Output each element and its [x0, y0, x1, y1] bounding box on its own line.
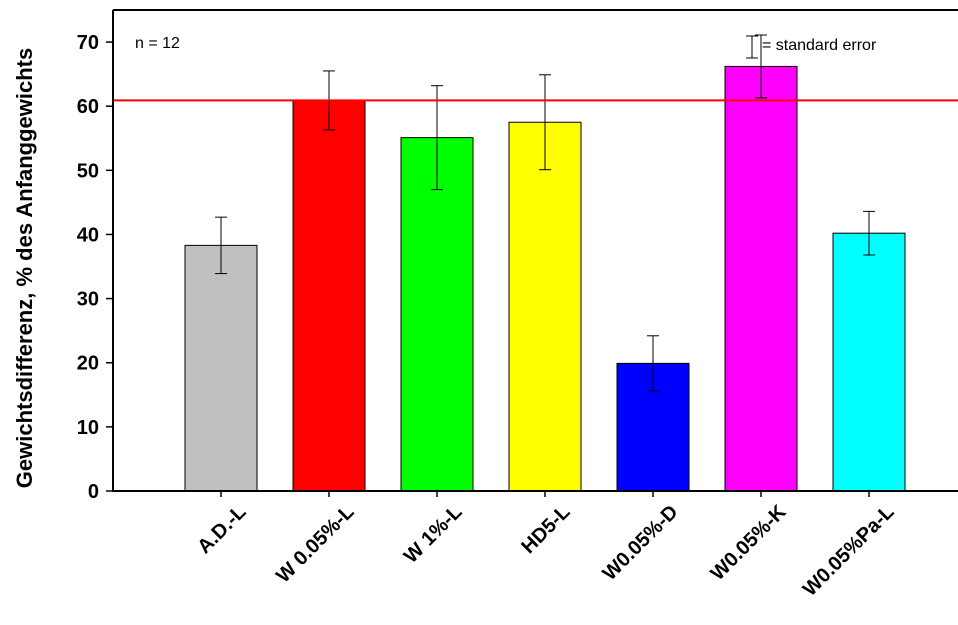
x-tick-label: HD5-L [517, 501, 574, 558]
error-bar-5 [647, 335, 659, 392]
y-tick-label: 70 [77, 32, 99, 54]
bars [184, 65, 906, 492]
error-bar-4 [539, 74, 551, 171]
y-tick-label: 60 [77, 96, 99, 118]
y-tick-label: 0 [88, 481, 99, 503]
y-tick-label: 40 [77, 224, 99, 246]
x-tick-label: W0.05%-K [707, 501, 791, 585]
x-tick-label: W 1%-L [400, 501, 467, 568]
error-bar-7 [863, 210, 875, 256]
error-legend-label: = standard error [762, 37, 877, 54]
error-legend: = standard error [746, 35, 877, 59]
error-bar-1 [215, 216, 227, 275]
x-tick-label: W 0.05%-L [272, 501, 358, 587]
error-legend-symbol [746, 35, 758, 59]
sample-size-annotation: n = 12 [135, 35, 180, 52]
y-tick-label: 20 [77, 353, 99, 375]
y-axis-label: Gewichtsdifferenz, % des Anfanggewichts [12, 48, 37, 488]
error-bar-6 [755, 34, 767, 99]
bar-1 [184, 244, 258, 492]
bar-3 [400, 137, 474, 492]
x-tick-label: W0.05%-D [599, 501, 683, 585]
axes [112, 9, 958, 492]
bar-7 [832, 232, 906, 492]
y-tick-label: 10 [77, 417, 99, 439]
bar-2 [292, 99, 366, 492]
x-tick-labels: A.D.-L W 0.05%-L W 1%-L HD5-L W0.05%-D W0.05%… [193, 491, 899, 601]
y-tick-label: 30 [77, 289, 99, 311]
x-tick-label: A.D.-L [193, 501, 250, 558]
y-tick-label: 50 [77, 160, 99, 182]
bar-4 [508, 121, 582, 492]
error-bars [215, 34, 875, 392]
y-ticks: 0 10 20 30 40 50 60 70 [77, 32, 113, 503]
bar-6 [724, 65, 798, 492]
error-bar-3 [431, 85, 443, 191]
x-tick-label: W0.05%Pa-L [799, 501, 899, 601]
